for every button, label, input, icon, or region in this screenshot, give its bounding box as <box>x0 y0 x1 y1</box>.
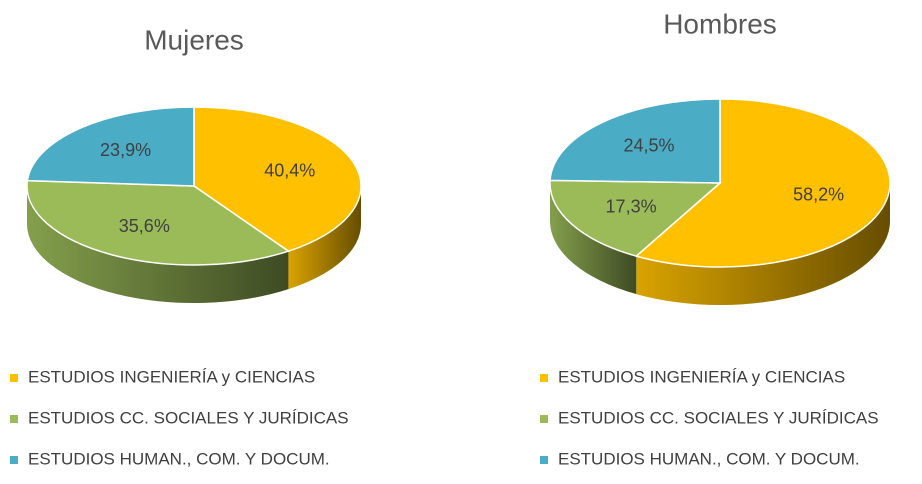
data-label: 35,6% <box>119 216 170 236</box>
data-label: 23,9% <box>100 140 151 160</box>
data-label: 24,5% <box>623 136 674 156</box>
pie-side-shade <box>27 186 289 303</box>
legend-label: ESTUDIOS CC. SOCIALES Y JURÍDICAS <box>28 408 349 427</box>
pie-slice <box>549 98 721 184</box>
chart-title: Mujeres <box>144 24 244 55</box>
legend-label: ESTUDIOS HUMAN., COM. Y DOCUM. <box>558 449 860 468</box>
legend-label: ESTUDIOS HUMAN., COM. Y DOCUM. <box>28 449 330 468</box>
legend-label: ESTUDIOS INGENIERÍA y CIENCIAS <box>558 367 845 386</box>
pie-side-shade <box>636 183 890 305</box>
pie-slice <box>634 98 891 268</box>
pie-side-shade <box>288 186 361 290</box>
legend-swatch <box>540 374 548 382</box>
legend-swatch <box>10 456 18 464</box>
pie-slice <box>26 106 195 187</box>
data-label: 17,3% <box>606 196 657 216</box>
legend-swatch <box>10 374 18 382</box>
data-label: 58,2% <box>793 185 844 205</box>
legend-label: ESTUDIOS INGENIERÍA y CIENCIAS <box>28 367 315 386</box>
legend-label: ESTUDIOS CC. SOCIALES Y JURÍDICAS <box>558 408 879 427</box>
pie-side-shade <box>550 183 637 295</box>
legend-swatch <box>540 415 548 423</box>
legend-swatch <box>540 456 548 464</box>
pie-slice <box>549 179 722 257</box>
pie-slice <box>26 179 291 266</box>
data-label: 40,4% <box>264 161 315 181</box>
chart-title: Hombres <box>663 8 777 39</box>
legend-swatch <box>10 415 18 423</box>
pie-slice <box>193 106 362 253</box>
